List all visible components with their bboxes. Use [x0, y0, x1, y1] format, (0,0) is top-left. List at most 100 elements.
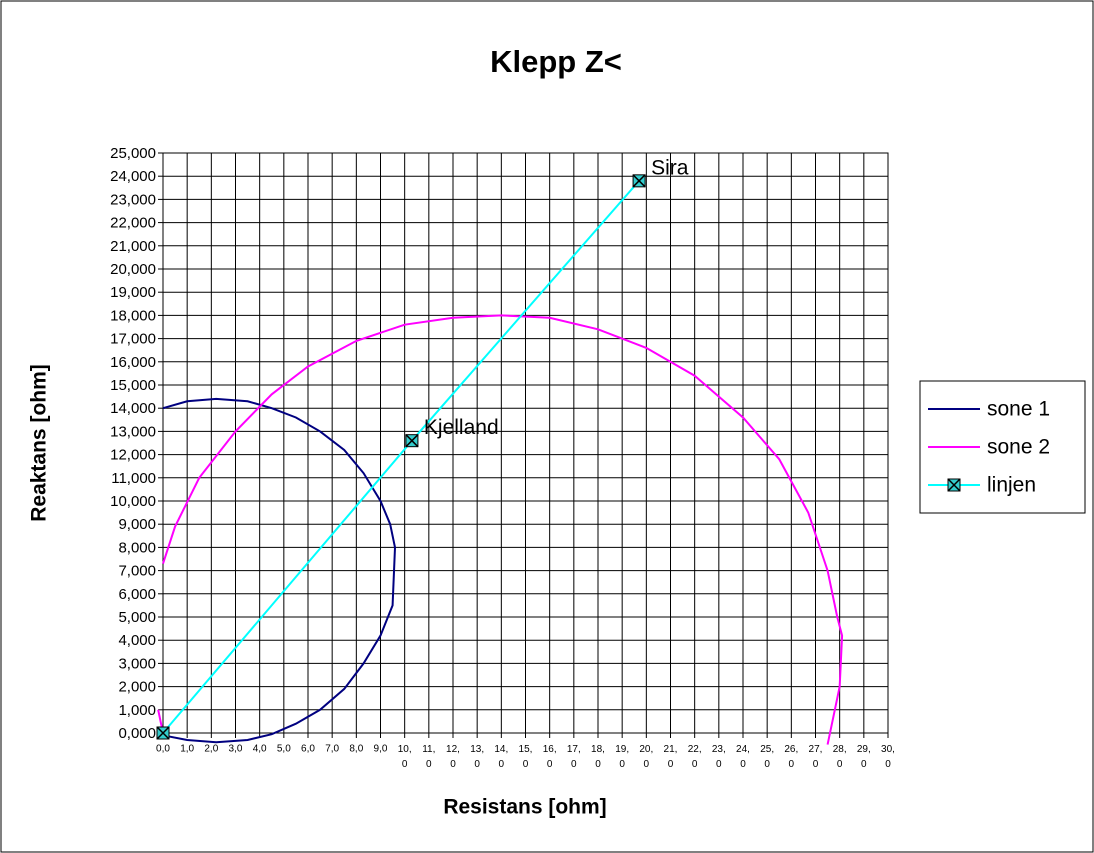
y-tick-label: 24,000	[110, 168, 156, 185]
x-tick-label-part: 20,	[639, 744, 653, 755]
y-tick-label: 17,000	[110, 331, 156, 348]
x-tick-label: 5,0	[277, 744, 291, 755]
x-tick-label-part: 28,	[833, 744, 847, 755]
plot-frame	[162, 152, 889, 734]
legend-marker	[947, 478, 961, 492]
data-point	[405, 434, 419, 448]
data-point	[632, 174, 646, 188]
x-tick-label-part: 0	[789, 759, 795, 770]
x-tick-label-part: 0	[499, 759, 505, 770]
data-point	[156, 726, 170, 740]
y-tick-label: 20,000	[110, 261, 156, 278]
y-tick-label: 0,000	[118, 725, 156, 742]
x-tick-label-part: 27,	[809, 744, 823, 755]
x-tick-label-part: 0	[450, 759, 456, 770]
x-tick-label: 12, 0	[446, 744, 460, 770]
x-tick-label-part: 0	[861, 759, 867, 770]
x-tick-label-part: 0	[668, 759, 674, 770]
x-tick-label-part: 0	[571, 759, 577, 770]
legend-label: linjen	[987, 474, 1036, 497]
x-tick-label: 30, 0	[881, 744, 895, 770]
y-tick-label: 3,000	[118, 655, 156, 672]
point-label: Kjelland	[424, 416, 499, 439]
x-tick-label: 26, 0	[784, 744, 798, 770]
x-tick-label-part: 0	[523, 759, 529, 770]
y-tick-label: 14,000	[110, 400, 156, 417]
x-tick-label-part: 25,	[760, 744, 774, 755]
x-tick-label: 29, 0	[857, 744, 871, 770]
chart-title: Klepp Z<	[490, 44, 622, 79]
x-tick-label-part: 16,	[543, 744, 557, 755]
x-tick-label: 1,0	[180, 744, 194, 755]
x-tick-label: 0,0	[156, 744, 170, 755]
legend-label: sone 1	[987, 398, 1050, 421]
x-tick-label-part: 29,	[857, 744, 871, 755]
x-tick-label-part: 18,	[591, 744, 605, 755]
x-tick-label: 14, 0	[494, 744, 508, 770]
x-tick-label-part: 22,	[688, 744, 702, 755]
x-tick-label: 3,0	[229, 744, 243, 755]
y-tick-label: 15,000	[110, 377, 156, 394]
x-tick-label-part: 0	[716, 759, 722, 770]
y-tick-label: 2,000	[118, 679, 156, 696]
x-tick-label: 8,0	[349, 744, 363, 755]
x-tick-label-part: 0	[644, 759, 650, 770]
x-tick-label: 10, 0	[398, 744, 412, 770]
y-tick-label: 5,000	[118, 609, 156, 626]
x-tick-label-part: 15,	[519, 744, 533, 755]
x-tick-label-part: 0	[692, 759, 698, 770]
x-tick-label-part: 30,	[881, 744, 895, 755]
x-tick-label-part: 0	[474, 759, 480, 770]
y-tick-label: 8,000	[118, 539, 156, 556]
y-tick-label: 6,000	[118, 586, 156, 603]
x-tick-label-part: 11,	[422, 744, 435, 755]
x-tick-label-part: 0	[837, 759, 843, 770]
y-tick-label: 19,000	[110, 284, 156, 301]
y-tick-label: 10,000	[110, 493, 156, 510]
x-tick-label-part: 0	[619, 759, 625, 770]
y-tick-label: 18,000	[110, 307, 156, 324]
marker-cross	[632, 174, 646, 188]
y-tick-label: 9,000	[118, 516, 156, 533]
x-tick-label: 7,0	[325, 744, 339, 755]
x-tick-label: 15, 0	[519, 744, 533, 770]
y-tick-label: 1,000	[118, 702, 156, 719]
y-tick-label: 23,000	[110, 191, 156, 208]
y-tick-label: 13,000	[110, 423, 156, 440]
marker-cross	[405, 434, 419, 448]
x-axis-title: Resistans [ohm]	[443, 796, 606, 819]
x-tick-label: 21, 0	[664, 744, 678, 770]
x-tick-label-part: 13,	[470, 744, 484, 755]
x-tick-label-part: 19,	[615, 744, 629, 755]
x-tick-label: 11, 0	[422, 744, 435, 770]
y-tick-label: 25,000	[110, 145, 156, 162]
x-tick-label-part: 17,	[567, 744, 581, 755]
y-tick-label: 16,000	[110, 354, 156, 371]
x-tick-label-part: 12,	[446, 744, 460, 755]
x-tick-label: 19, 0	[615, 744, 629, 770]
x-tick-label: 22, 0	[688, 744, 702, 770]
x-tick-label: 6,0	[301, 744, 315, 755]
x-tick-label: 4,0	[253, 744, 267, 755]
x-tick-label: 28, 0	[833, 744, 847, 770]
x-tick-label-part: 0	[813, 759, 819, 770]
x-tick-label: 2,0	[204, 744, 218, 755]
x-tick-label: 16, 0	[543, 744, 557, 770]
x-tick-label: 27, 0	[809, 744, 823, 770]
x-tick-label: 9,0	[374, 744, 388, 755]
x-tick-label-part: 14,	[494, 744, 508, 755]
y-tick-label: 12,000	[110, 447, 156, 464]
x-tick-label: 17, 0	[567, 744, 581, 770]
x-tick-label-part: 0	[426, 759, 432, 770]
legend-label: sone 2	[987, 436, 1050, 459]
x-tick-label: 18, 0	[591, 744, 605, 770]
x-tick-label-part: 0	[764, 759, 770, 770]
x-tick-label-part: 26,	[784, 744, 798, 755]
point-label: Sira	[651, 156, 689, 179]
y-tick-label: 4,000	[118, 632, 156, 649]
x-tick-label-part: 0	[885, 759, 891, 770]
x-tick-label-part: 10,	[398, 744, 412, 755]
x-tick-label-part: 0	[402, 759, 408, 770]
x-tick-label: 23, 0	[712, 744, 726, 770]
